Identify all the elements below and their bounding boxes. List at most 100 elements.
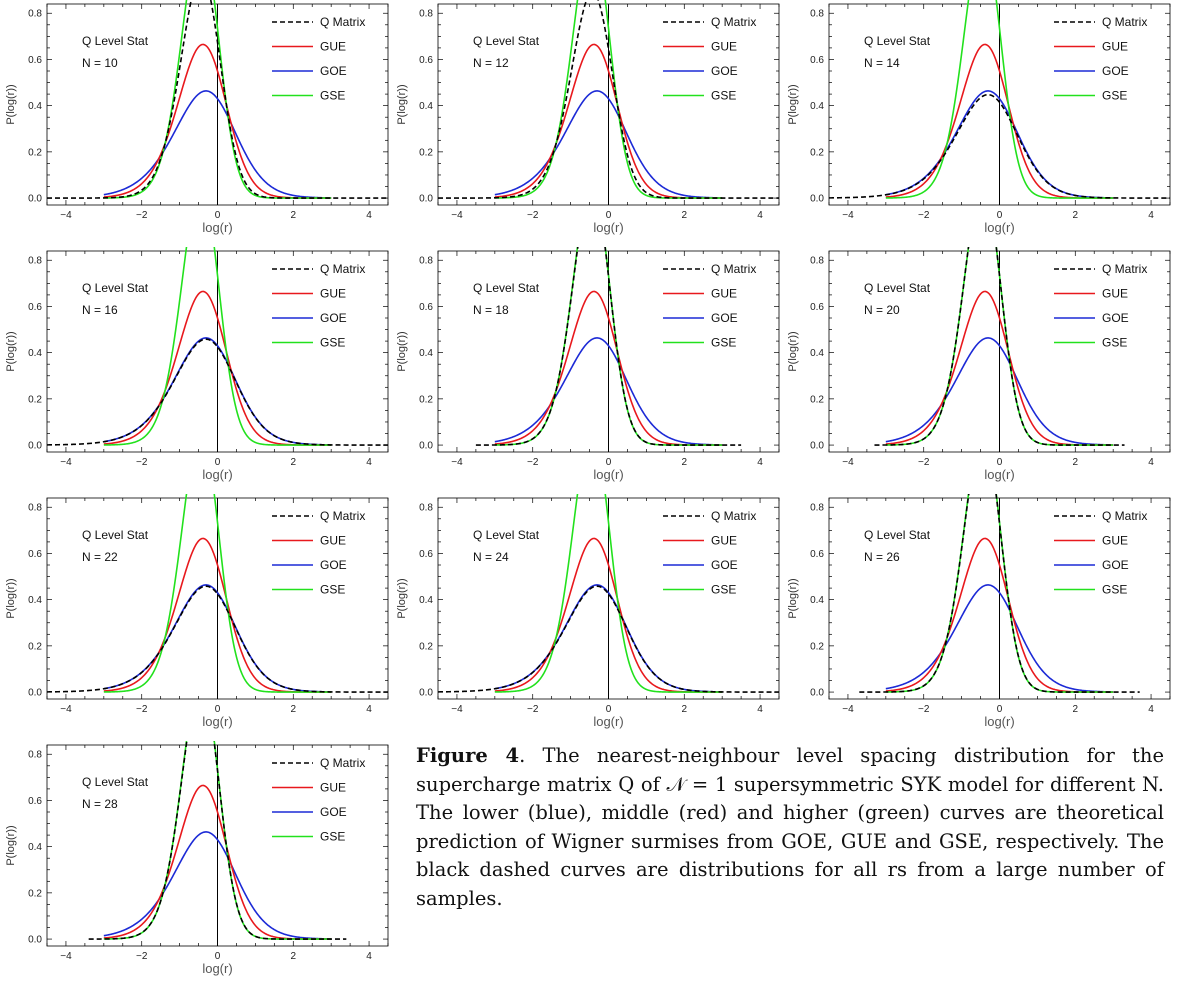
legend-label: Q Matrix [320,756,365,770]
x-tick-label: −2 [136,951,148,962]
y-tick-label: 0.4 [810,348,824,359]
x-tick-label: 0 [215,210,221,221]
legend-label: GUE [320,534,346,548]
series-line-goe [103,90,332,199]
chart-panel: −4 −2 0 2 4 0.0 0.2 0.4 0.6 0.8 log(r) P(log(r)) Q L… [391,247,783,494]
x-tick-label: −4 [842,457,854,468]
x-tick-label: 2 [290,457,296,468]
chart-panel: −4 −2 0 2 4 0.0 0.2 0.4 0.6 0.8 log(r) P(log(r)) Q L… [0,247,392,494]
legend-label: GSE [1102,583,1127,597]
y-tick-label: 0.0 [810,441,824,452]
series-line-q-matrix [437,585,779,693]
y-tick-label: 0.6 [810,302,824,313]
x-tick-label: −4 [60,704,72,715]
y-tick-label: 0.6 [419,302,433,313]
x-tick-label: 2 [681,704,687,715]
chart-panel: −4 −2 0 2 4 0.0 0.2 0.4 0.6 0.8 log(r) P(log(r)) Q L… [0,494,392,741]
y-tick-label: 0.6 [419,549,433,560]
series-line-gse [103,494,332,693]
y-tick-label: 0.4 [419,348,433,359]
legend-label: GOE [711,558,738,572]
y-axis-title: P(log(r)) [787,84,799,124]
panel-annotation-title: Q Level Stat [82,281,149,295]
y-tick-label: 0.4 [28,842,42,853]
panel-annotation-title: Q Level Stat [864,528,931,542]
legend-label: Q Matrix [711,262,756,276]
y-tick-label: 0.8 [810,256,824,267]
x-tick-label: 4 [1148,457,1154,468]
panel-annotation-title: Q Level Stat [864,34,931,48]
panel-svg: −4 −2 0 2 4 0.0 0.2 0.4 0.6 0.8 log(r) P(log(r)) Q L… [396,494,780,729]
x-axis-title: log(r) [984,714,1014,729]
figure-caption: Figure 4. The nearest-neighbour level sp… [416,742,1164,914]
x-tick-label: −2 [918,704,930,715]
y-axis-title: P(log(r)) [5,331,17,371]
x-axis-title: log(r) [593,220,623,235]
chart-panel: −4 −2 0 2 4 0.0 0.2 0.4 0.6 0.8 log(r) P(log(r)) Q L… [782,247,1174,494]
legend-label: GSE [1102,336,1127,350]
y-tick-label: 0.0 [810,194,824,205]
x-tick-label: 0 [606,457,612,468]
y-tick-label: 0.2 [28,641,42,652]
legend-label: GUE [1102,287,1128,301]
x-tick-label: −2 [136,210,148,221]
legend-label: GSE [711,89,736,103]
series-line-q-matrix [828,93,1170,199]
y-tick-label: 0.6 [28,302,42,313]
chart-panel: −4 −2 0 2 4 0.0 0.2 0.4 0.6 0.8 log(r) P(log(r)) Q L… [782,0,1174,247]
panel-annotation-n: N = 20 [864,303,900,317]
series-line-q-matrix [874,247,1125,446]
chart-panel: −4 −2 0 2 4 0.0 0.2 0.4 0.6 0.8 log(r) P(log(r)) Q L… [391,494,783,741]
y-tick-label: 0.2 [419,641,433,652]
panel-svg: −4 −2 0 2 4 0.0 0.2 0.4 0.6 0.8 log(r) P(log(r)) Q L… [5,247,389,482]
panel-annotation-title: Q Level Stat [473,528,540,542]
x-tick-label: −2 [527,457,539,468]
legend-label: GOE [1102,558,1129,572]
panel-svg: −4 −2 0 2 4 0.0 0.2 0.4 0.6 0.8 log(r) P(log(r)) Q L… [5,494,389,729]
legend-label: GOE [320,805,347,819]
x-axis-title: log(r) [202,961,232,976]
x-tick-label: −2 [527,210,539,221]
y-tick-label: 0.8 [28,9,42,20]
panel-annotation-n: N = 26 [864,550,900,564]
series-line-goe [103,831,332,940]
panel-annotation-title: Q Level Stat [864,281,931,295]
legend-label: GSE [320,830,345,844]
x-tick-label: 4 [1148,210,1154,221]
x-tick-label: 4 [757,704,763,715]
legend-label: GUE [711,534,737,548]
legend-label: GUE [1102,40,1128,54]
legend-label: GSE [320,583,345,597]
x-tick-label: 2 [290,704,296,715]
panel-annotation-n: N = 16 [82,303,118,317]
x-tick-label: −2 [918,210,930,221]
panel-annotation-n: N = 12 [473,56,509,70]
y-tick-label: 0.6 [28,796,42,807]
x-tick-label: 4 [366,210,372,221]
x-tick-label: 0 [215,951,221,962]
y-tick-label: 0.8 [28,750,42,761]
legend-label: GSE [711,583,736,597]
y-tick-label: 0.2 [28,147,42,158]
x-tick-label: 2 [681,210,687,221]
x-tick-label: 0 [606,210,612,221]
series-line-q-matrix [47,0,388,199]
x-tick-label: −2 [136,704,148,715]
y-tick-label: 0.0 [28,688,42,699]
legend-label: GSE [1102,89,1127,103]
legend-label: GUE [320,40,346,54]
x-tick-label: 2 [1072,704,1078,715]
x-tick-label: −4 [451,457,463,468]
panel-annotation-title: Q Level Stat [82,34,149,48]
series-line-q-matrix [88,741,347,940]
x-tick-label: −4 [60,457,72,468]
panel-svg: −4 −2 0 2 4 0.0 0.2 0.4 0.6 0.8 log(r) P(log(r)) Q L… [5,0,389,235]
legend-label: Q Matrix [711,509,756,523]
y-axis-title: P(log(r)) [5,578,17,618]
series-line-q-matrix [46,338,388,446]
legend-label: GOE [320,311,347,325]
y-tick-label: 0.4 [810,101,824,112]
y-tick-label: 0.4 [28,348,42,359]
legend-label: Q Matrix [320,15,365,29]
panel-annotation-n: N = 24 [473,550,509,564]
